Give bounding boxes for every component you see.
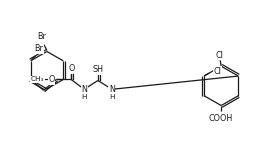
Text: O: O [68,64,74,73]
Text: COOH: COOH [210,114,233,123]
Text: COOH: COOH [208,114,232,123]
Text: N: N [109,85,115,94]
Text: H: H [109,94,115,100]
Text: Br: Br [34,44,43,53]
Text: CH₃: CH₃ [31,76,44,82]
Text: Cl: Cl [215,51,223,60]
Text: Cl: Cl [214,67,222,76]
Text: H: H [81,94,87,100]
Text: SH: SH [92,65,104,74]
Text: N: N [81,85,87,94]
Text: O: O [48,75,55,84]
Text: Br: Br [38,32,46,41]
